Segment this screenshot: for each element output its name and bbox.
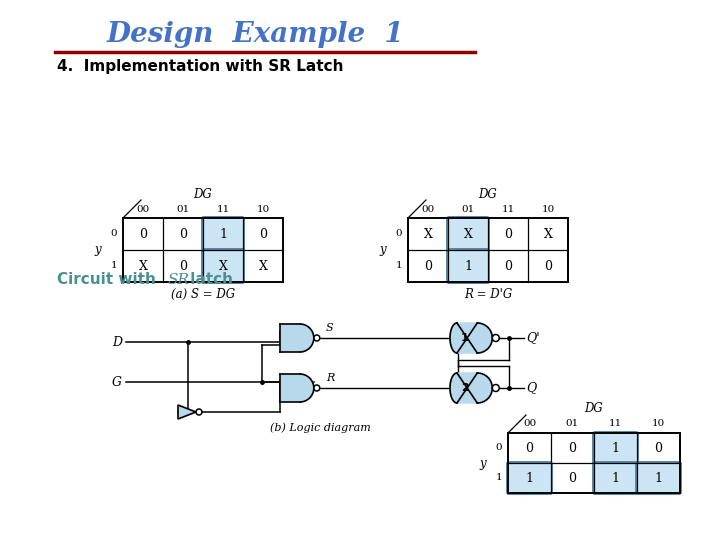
Text: 1: 1 (611, 471, 619, 484)
FancyBboxPatch shape (447, 249, 489, 283)
FancyBboxPatch shape (202, 249, 244, 283)
Text: Q: Q (526, 381, 536, 395)
Bar (508, 433, 680, 493)
Text: 01: 01 (462, 205, 474, 213)
Text: (a) S = DG: (a) S = DG (171, 287, 235, 300)
Text: y: y (480, 456, 486, 469)
FancyBboxPatch shape (636, 462, 681, 494)
FancyBboxPatch shape (593, 462, 638, 494)
Polygon shape (300, 324, 314, 352)
Text: R = D'G: R = D'G (464, 287, 512, 300)
Text: 0: 0 (654, 442, 662, 455)
Text: X: X (219, 260, 228, 273)
Text: 11: 11 (609, 420, 622, 429)
Text: DG: DG (585, 402, 603, 415)
Text: y: y (379, 244, 386, 256)
Text: 0: 0 (111, 230, 117, 239)
Text: X: X (544, 227, 552, 240)
Bar (280, 374, 300, 402)
Text: Q': Q' (526, 332, 540, 345)
Text: 0: 0 (139, 227, 147, 240)
FancyBboxPatch shape (447, 217, 489, 251)
Text: 11: 11 (217, 205, 230, 213)
Text: X: X (258, 260, 267, 273)
Text: 1: 1 (111, 261, 117, 271)
FancyBboxPatch shape (507, 462, 552, 494)
Text: DG: DG (479, 187, 498, 200)
Text: 0: 0 (544, 260, 552, 273)
Text: 0: 0 (569, 471, 577, 484)
Text: S: S (325, 323, 333, 333)
Polygon shape (450, 373, 492, 403)
FancyBboxPatch shape (202, 217, 244, 251)
Bar (123, 218, 283, 282)
Text: (b) Logic diagram: (b) Logic diagram (269, 423, 370, 433)
Text: 1: 1 (526, 471, 534, 484)
Text: 0: 0 (504, 227, 512, 240)
Text: X: X (464, 227, 472, 240)
Text: 10: 10 (541, 205, 554, 213)
FancyBboxPatch shape (593, 432, 638, 464)
Text: 10: 10 (256, 205, 269, 213)
Polygon shape (450, 323, 492, 353)
Text: y: y (94, 244, 101, 256)
Text: 0: 0 (504, 260, 512, 273)
Text: 1: 1 (396, 261, 402, 271)
Bar (280, 324, 300, 352)
Polygon shape (178, 405, 196, 419)
Text: R: R (325, 373, 334, 383)
Text: 1: 1 (464, 260, 472, 273)
Text: 0: 0 (526, 442, 534, 455)
Text: 0: 0 (179, 260, 187, 273)
Text: 1: 1 (461, 333, 469, 343)
Text: Circuit with: Circuit with (57, 273, 161, 287)
Text: X: X (423, 227, 433, 240)
Text: 0: 0 (495, 443, 503, 453)
Text: 01: 01 (566, 420, 579, 429)
Text: 0: 0 (569, 442, 577, 455)
Text: 00: 00 (523, 420, 536, 429)
Text: DG: DG (194, 187, 212, 200)
Text: 2: 2 (461, 383, 469, 393)
Text: 1: 1 (611, 442, 619, 455)
Text: 00: 00 (421, 205, 435, 213)
Text: X: X (138, 260, 148, 273)
Text: 01: 01 (176, 205, 189, 213)
Text: Design  Example  1: Design Example 1 (106, 22, 404, 49)
Text: 10: 10 (652, 420, 665, 429)
Text: 1: 1 (495, 474, 503, 483)
Text: 0: 0 (179, 227, 187, 240)
Text: 1: 1 (219, 227, 227, 240)
Text: SR: SR (168, 273, 190, 287)
Text: D: D (112, 335, 122, 348)
Text: 0: 0 (259, 227, 267, 240)
Text: 00: 00 (136, 205, 150, 213)
Text: 0: 0 (396, 230, 402, 239)
Text: latch: latch (185, 273, 233, 287)
Text: 4.  Implementation with SR Latch: 4. Implementation with SR Latch (57, 58, 343, 73)
Text: 0: 0 (424, 260, 432, 273)
Text: G: G (112, 375, 122, 388)
Polygon shape (300, 374, 314, 402)
Text: 11: 11 (501, 205, 515, 213)
Text: 1: 1 (654, 471, 662, 484)
Bar (408, 218, 568, 282)
